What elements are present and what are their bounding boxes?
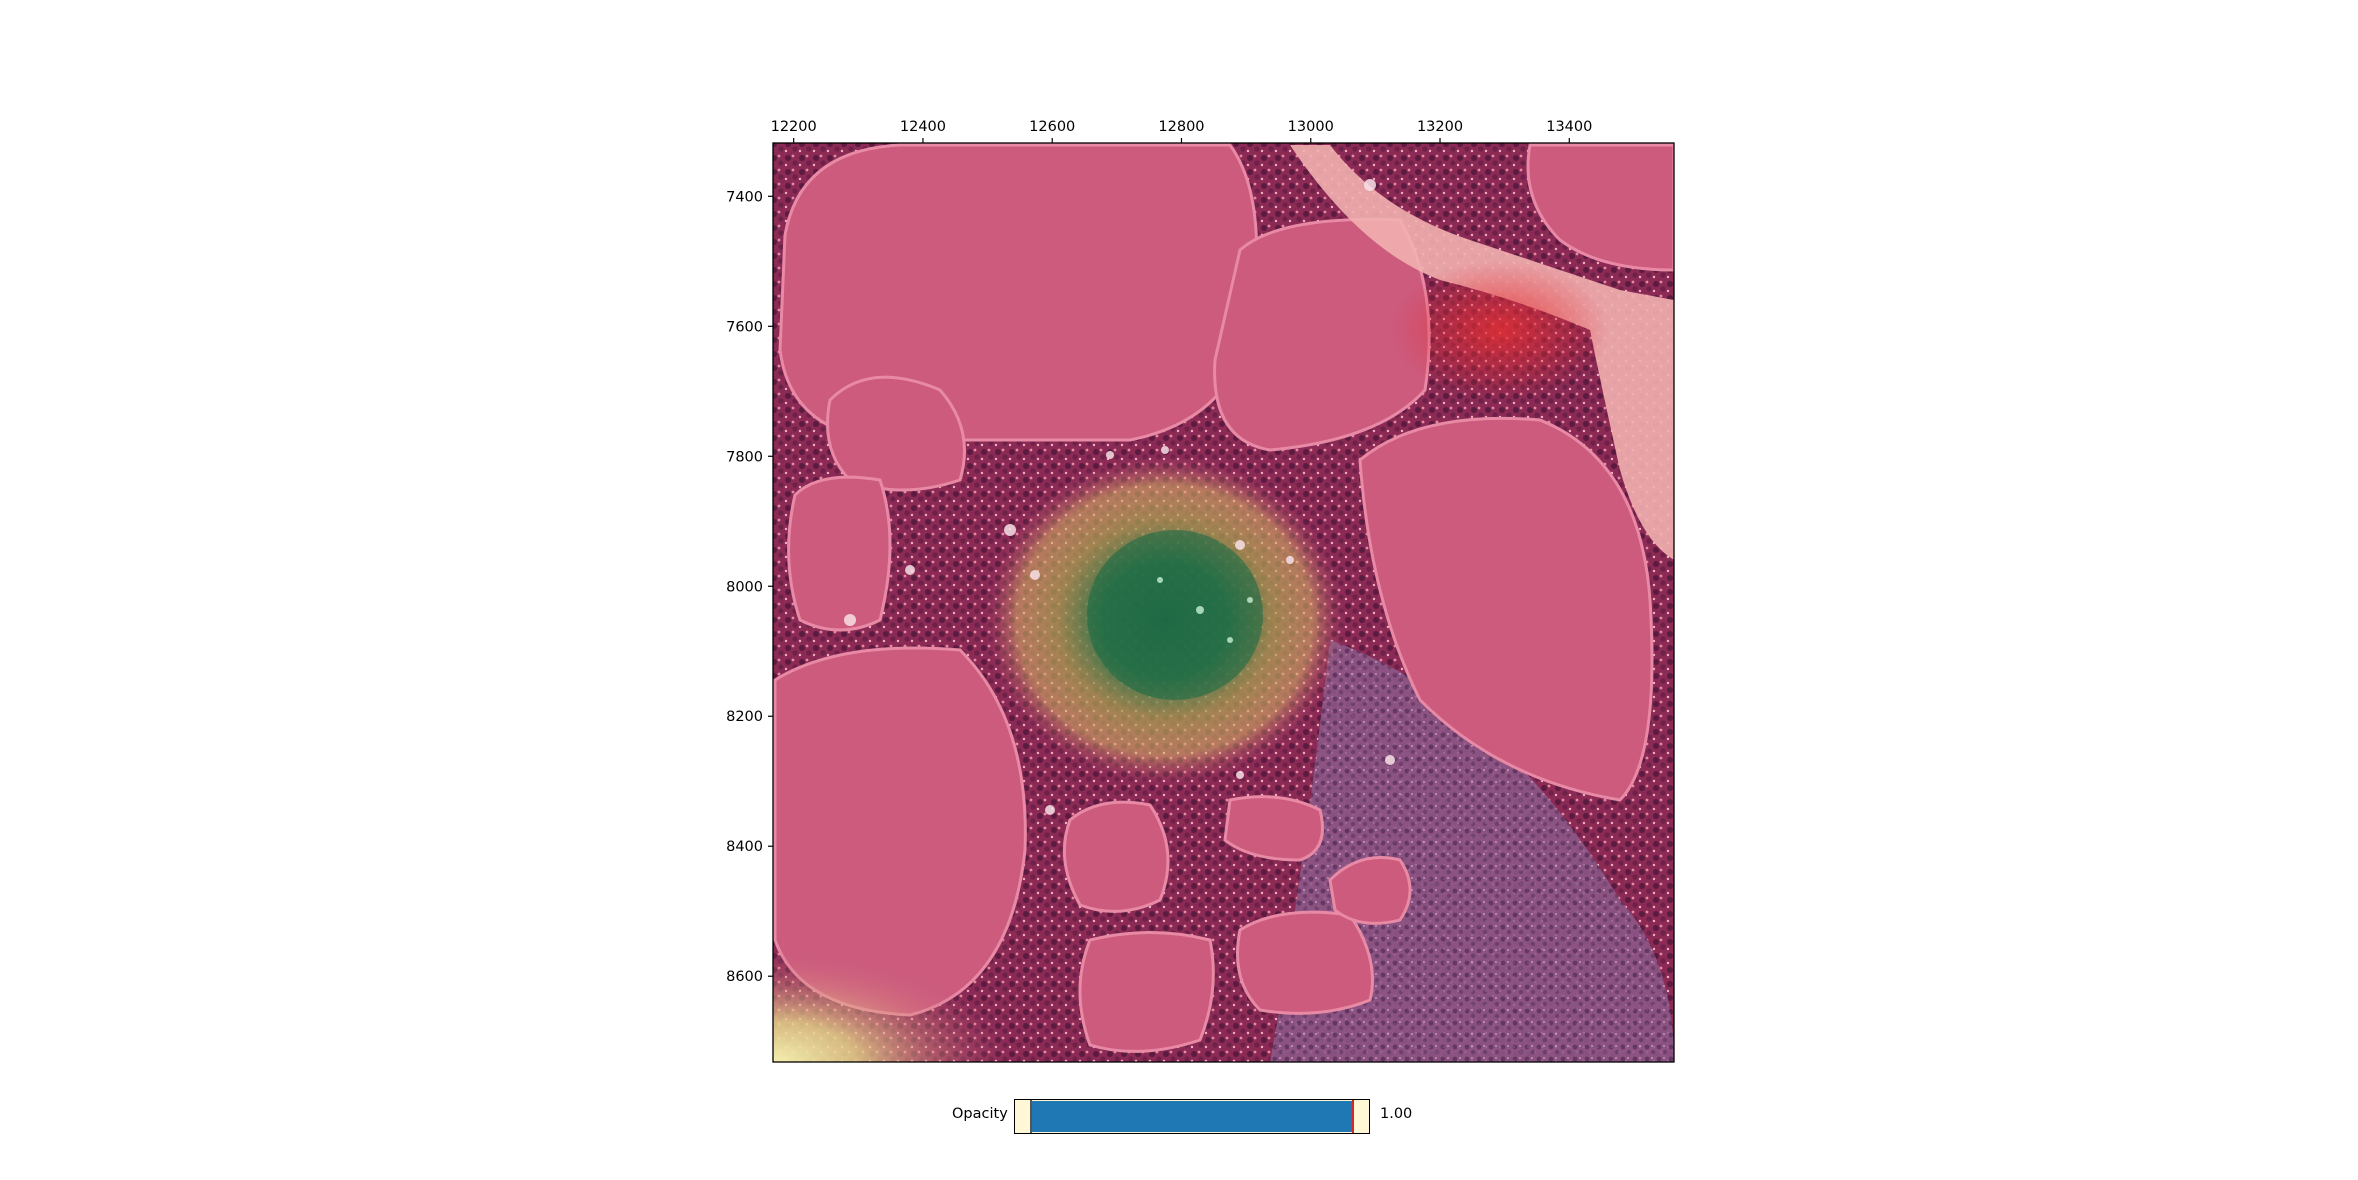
y-tick-label: 8600 xyxy=(726,969,763,985)
opacity-label: Opacity xyxy=(952,1106,1008,1122)
opacity-slider-handle[interactable] xyxy=(1352,1100,1354,1133)
histology-image xyxy=(773,143,1674,1062)
x-tick-label: 13400 xyxy=(1546,119,1592,135)
y-tick-label: 8200 xyxy=(726,709,763,725)
x-tick-label: 12400 xyxy=(900,119,946,135)
opacity-slider-fill xyxy=(1031,1101,1353,1132)
x-tick-label: 12800 xyxy=(1158,119,1204,135)
x-axis: 12200 12400 12600 12800 13000 13200 13400 xyxy=(771,119,1592,143)
x-tick-label: 12600 xyxy=(1029,119,1075,135)
y-tick-label: 7800 xyxy=(726,449,763,465)
y-tick-label: 7600 xyxy=(726,319,763,335)
y-axis: 7400 7600 7800 8000 8200 8400 8600 xyxy=(726,189,773,985)
image-frame xyxy=(772,142,1675,1063)
y-tick-label: 7400 xyxy=(726,189,763,205)
y-tick-label: 8400 xyxy=(726,839,763,855)
x-tick-label: 13200 xyxy=(1417,119,1463,135)
y-tick-label: 8000 xyxy=(726,579,763,595)
opacity-slider[interactable] xyxy=(1014,1099,1370,1134)
x-tick-label: 13000 xyxy=(1288,119,1334,135)
opacity-value: 1.00 xyxy=(1380,1106,1413,1122)
opacity-slider-min-marker xyxy=(1030,1100,1032,1133)
x-tick-label: 12200 xyxy=(771,119,817,135)
